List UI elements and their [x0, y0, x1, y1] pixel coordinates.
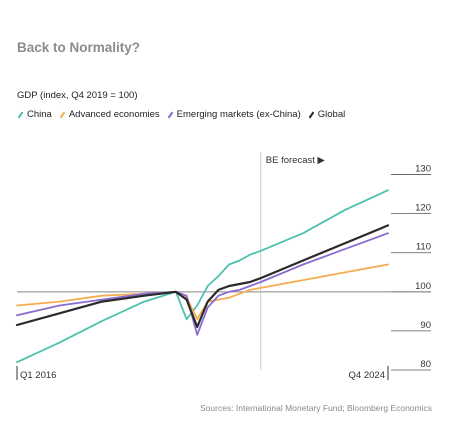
y-tick-label: 80: [420, 359, 431, 370]
legend-label-china: China: [27, 109, 52, 120]
y-tick-label: 90: [420, 320, 431, 331]
y-tick-label: 130: [415, 164, 431, 175]
chart-source: Sources: International Monetary Fund; Bl…: [200, 403, 432, 413]
legend-label-global: Global: [317, 109, 346, 120]
y-tick-label: 110: [416, 242, 431, 253]
chart-legend: China Advanced economies Emerging market…: [17, 109, 352, 120]
y-tick-label: 120: [415, 203, 431, 214]
series-line-emerging-markets: [16, 232, 389, 336]
legend-item-emerging-markets: Emerging markets (ex-China): [167, 109, 301, 120]
legend-item-china: China: [17, 109, 52, 120]
legend-label-emerging-markets: Emerging markets (ex-China): [176, 109, 301, 120]
series-line-china: [16, 189, 389, 364]
legend-item-advanced-economies: Advanced economies: [59, 109, 160, 120]
series-line-global: [15, 224, 390, 329]
legend-item-global: Global: [308, 109, 345, 120]
x-tick-label: Q1 2016: [20, 370, 56, 381]
x-tick-label: Q4 2024: [349, 370, 385, 381]
chart-subtitle: GDP (index, Q4 2019 = 100): [17, 90, 138, 101]
chart-title: Back to Normality?: [17, 40, 141, 55]
legend-label-advanced-economies: Advanced economies: [68, 109, 160, 120]
y-tick-label: 100: [415, 281, 431, 292]
forecast-label: BE forecast ▶: [266, 155, 326, 166]
